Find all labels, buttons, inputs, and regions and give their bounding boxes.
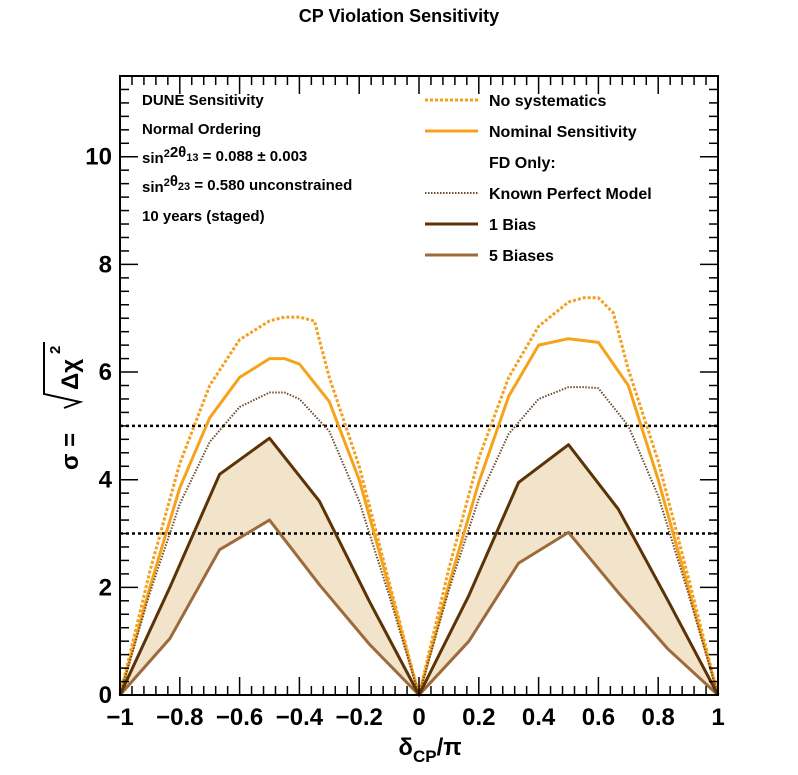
x-tick-label: 0.6 — [582, 704, 615, 731]
x-tick-label: 1 — [711, 704, 724, 731]
legend-label: Nominal Sensitivity — [489, 124, 637, 141]
y-axis-label-radicand: Δχ — [57, 359, 84, 390]
series-layer — [118, 296, 720, 697]
x-axis-label-suffix: /π — [437, 734, 462, 761]
x-tick-label: 0 — [412, 704, 425, 731]
legend-label: Known Perfect Model — [489, 186, 652, 203]
x-tick-label: 0.4 — [522, 704, 556, 731]
y-tick-label: 6 — [99, 359, 112, 386]
series-nominal — [118, 337, 720, 697]
info-text-line: Normal Ordering — [142, 121, 261, 138]
x-axis-label-sub: CP — [413, 747, 437, 766]
y-tick-label: 0 — [99, 682, 112, 709]
x-axis-label: δCP/π — [398, 734, 461, 766]
reference-lines-layer — [120, 424, 718, 535]
x-tick-label: 0.2 — [462, 704, 495, 731]
legend-label: 5 Biases — [489, 248, 554, 265]
chart-title: CP Violation Sensitivity — [299, 6, 499, 26]
y-axis-label-prefix: σ = — [57, 433, 84, 470]
legend: No systematics Nominal Sensitivity FD Only… — [425, 93, 652, 265]
axis-ticks — [119, 75, 719, 696]
info-text-line: sin2θ23 = 0.580 unconstrained — [142, 173, 352, 196]
sqrt-symbol — [43, 342, 84, 409]
x-tick-label: −0.6 — [216, 704, 263, 731]
y-tick-label: 10 — [85, 144, 112, 171]
y-tick-label: 4 — [99, 467, 113, 494]
legend-label: 1 Bias — [489, 217, 536, 234]
x-tick-label: −0.4 — [276, 704, 324, 731]
y-tick-label: 2 — [99, 574, 112, 601]
y-axis-label-sup: 2 — [47, 346, 64, 354]
x-tick-label: −1 — [106, 704, 133, 731]
info-text-line: 10 years (staged) — [142, 208, 265, 225]
x-tick-label: −0.2 — [336, 704, 383, 731]
y-axis-label: σ = Δχ 2 — [43, 342, 84, 470]
info-text-line: DUNE Sensitivity — [142, 92, 264, 109]
info-text-block: DUNE Sensitivity Normal Ordering sin22θ13 … — [142, 92, 352, 225]
uncertainty-band — [120, 438, 718, 695]
x-tick-label: −0.8 — [156, 704, 203, 731]
y-tick-label: 8 — [99, 251, 112, 278]
legend-label: FD Only: — [489, 155, 556, 172]
info-text-line: sin22θ13 = 0.088 ± 0.003 — [142, 144, 307, 167]
legend-label: No systematics — [489, 93, 606, 110]
x-tick-label: 0.8 — [642, 704, 675, 731]
uncertainty-band-layer — [120, 438, 718, 695]
x-axis-label-main: δ — [398, 734, 413, 761]
